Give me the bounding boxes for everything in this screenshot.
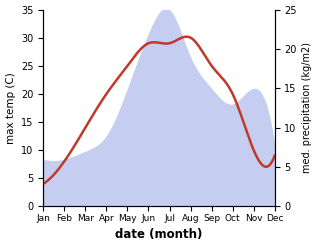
X-axis label: date (month): date (month) xyxy=(115,228,203,242)
Y-axis label: med. precipitation (kg/m2): med. precipitation (kg/m2) xyxy=(302,42,313,173)
Y-axis label: max temp (C): max temp (C) xyxy=(5,72,16,144)
